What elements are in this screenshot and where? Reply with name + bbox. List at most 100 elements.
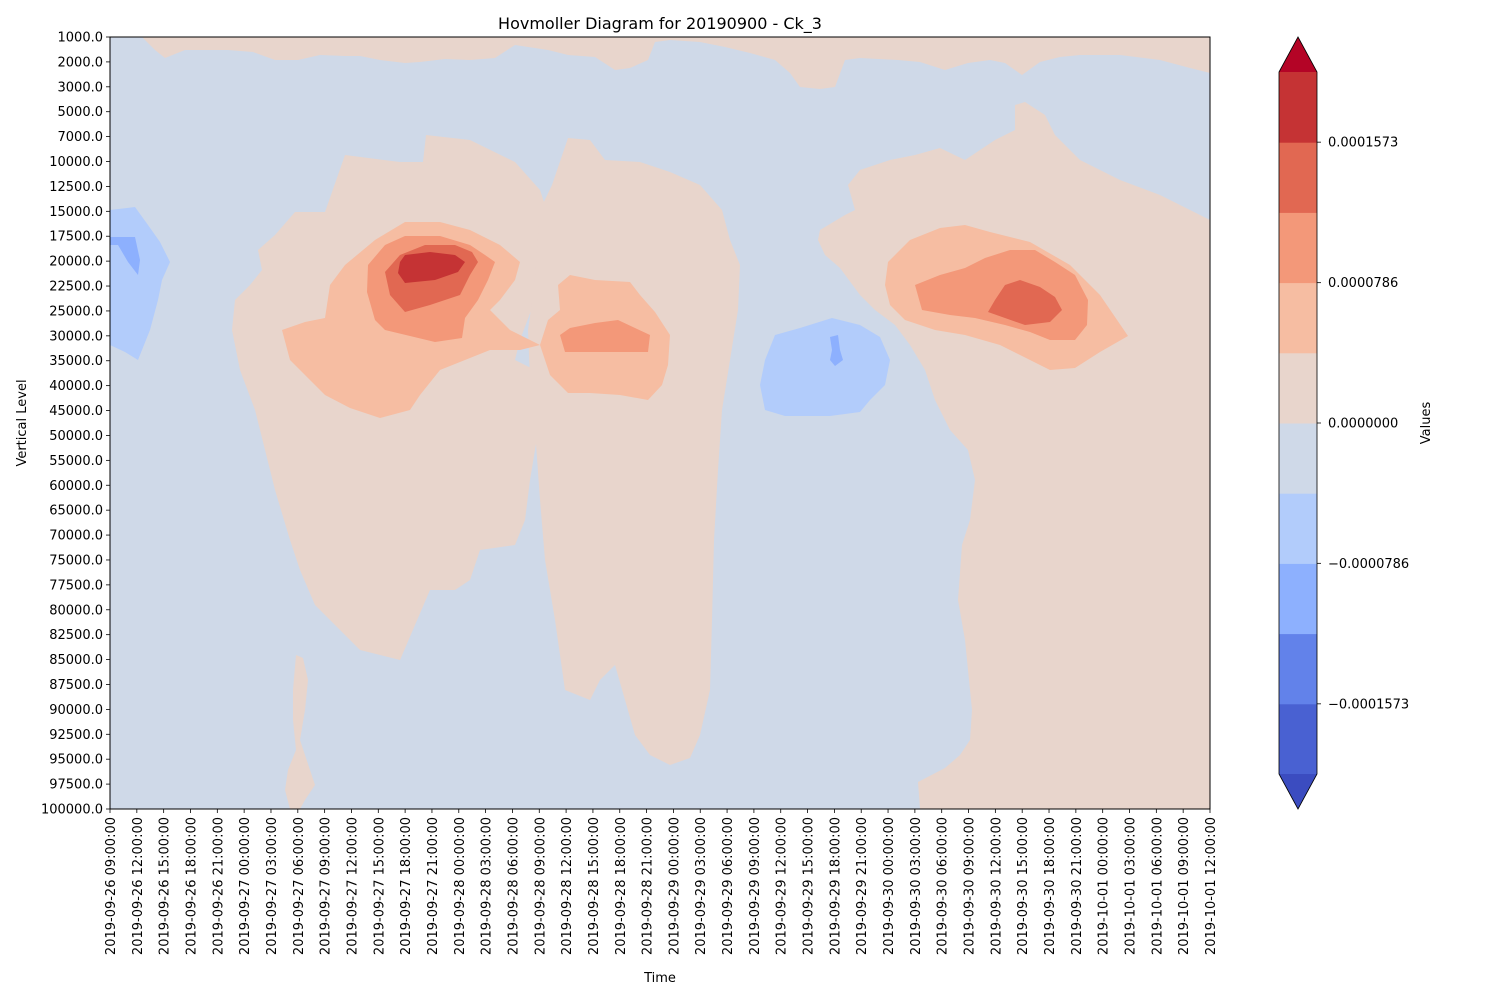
x-tick-label: 2019-09-29 03:00:00	[694, 817, 709, 955]
y-tick-label: 100000.0	[41, 803, 103, 818]
colorbar-extend-max	[1279, 37, 1317, 72]
y-tick-label: 95000.0	[49, 753, 103, 768]
colorbar-segment	[1279, 72, 1317, 143]
colorbar-segments	[1279, 72, 1317, 775]
y-tick-label: 2000.0	[58, 55, 104, 70]
x-tick-label: 2019-09-28 03:00:00	[480, 817, 495, 955]
y-axis-label: Vertical Level	[15, 379, 30, 466]
x-tick-label: 2019-09-26 21:00:00	[211, 817, 226, 955]
x-axis-label: Time	[643, 971, 676, 986]
x-tick-label: 2019-09-27 15:00:00	[372, 817, 387, 955]
x-tick-label: 2019-09-28 21:00:00	[641, 817, 656, 955]
y-tick-label: 65000.0	[49, 504, 103, 519]
x-axis-ticks: 2019-09-26 09:00:00 2019-09-26 12:00:00 20…	[104, 809, 1219, 955]
y-tick-label: 3000.0	[58, 80, 104, 95]
x-tick-label: 2019-09-29 12:00:00	[775, 817, 790, 955]
contour-positive-top-strip	[142, 37, 1210, 89]
x-tick-label: 2019-09-29 06:00:00	[721, 817, 736, 955]
x-tick-label: 2019-09-29 15:00:00	[802, 817, 817, 955]
x-tick-label: 2019-09-27 03:00:00	[265, 817, 280, 955]
x-tick-label: 2019-10-01 12:00:00	[1204, 817, 1219, 955]
y-tick-label: 70000.0	[49, 529, 103, 544]
y-tick-label: 60000.0	[49, 479, 103, 494]
x-tick-label: 2019-09-27 06:00:00	[292, 817, 307, 955]
x-tick-label: 2019-09-27 12:00:00	[345, 817, 360, 955]
contour-negative-blob-day3	[760, 318, 890, 416]
x-tick-label: 2019-09-30 03:00:00	[909, 817, 924, 955]
colorbar-segment	[1279, 352, 1317, 424]
contour-level-4-day4	[988, 280, 1062, 325]
x-tick-label: 2019-09-30 09:00:00	[963, 817, 978, 955]
x-tick-label: 2019-09-27 18:00:00	[399, 817, 414, 955]
y-tick-label: 90000.0	[49, 703, 103, 718]
contour-level-5-day1	[398, 252, 465, 283]
x-tick-label: 2019-09-29 18:00:00	[828, 817, 843, 955]
x-tick-label: 2019-09-28 09:00:00	[533, 817, 548, 955]
contour-negative-left-core	[110, 237, 140, 275]
y-tick-label: 25000.0	[49, 304, 103, 319]
x-tick-label: 2019-09-26 15:00:00	[158, 817, 173, 955]
colorbar-tick-label: −0.0001573	[1328, 697, 1409, 712]
colorbar-tick-label: 0.0000000	[1328, 417, 1398, 432]
y-tick-label: 12500.0	[49, 180, 103, 195]
x-tick-label: 2019-10-01 09:00:00	[1177, 817, 1192, 955]
x-tick-label: 2019-09-27 09:00:00	[319, 817, 334, 955]
y-tick-label: 10000.0	[49, 155, 103, 170]
x-tick-label: 2019-09-28 18:00:00	[614, 817, 629, 955]
x-tick-label: 2019-09-30 21:00:00	[1070, 817, 1085, 955]
x-tick-label: 2019-09-28 12:00:00	[560, 817, 575, 955]
x-tick-label: 2019-09-30 00:00:00	[882, 817, 897, 955]
colorbar-tick-label: −0.0000786	[1328, 557, 1409, 572]
x-tick-label: 2019-10-01 03:00:00	[1124, 817, 1139, 955]
x-tick-label: 2019-09-29 00:00:00	[667, 817, 682, 955]
colorbar: 0.0001573 0.0000786 0.0000000 −0.0000786 −0.…	[1278, 36, 1434, 810]
x-tick-label: 2019-10-01 06:00:00	[1150, 817, 1165, 955]
contour-positive-sliver	[285, 655, 315, 809]
colorbar-segment	[1279, 563, 1317, 635]
y-tick-label: 55000.0	[49, 454, 103, 469]
x-tick-label: 2019-09-30 15:00:00	[1016, 817, 1031, 955]
y-tick-label: 40000.0	[49, 379, 103, 394]
x-tick-label: 2019-09-30 18:00:00	[1043, 817, 1058, 955]
y-tick-label: 1000.0	[58, 31, 104, 46]
y-tick-label: 35000.0	[49, 354, 103, 369]
plot-area: 1000.0 2000.0 3000.0 5000.0 7000.0 10000.0 125…	[41, 31, 1219, 956]
x-tick-label: 2019-09-27 00:00:00	[238, 817, 253, 955]
y-tick-label: 82500.0	[49, 628, 103, 643]
y-tick-label: 20000.0	[49, 255, 103, 270]
y-tick-label: 50000.0	[49, 429, 103, 444]
y-tick-label: 30000.0	[49, 329, 103, 344]
colorbar-extend-min	[1279, 774, 1317, 809]
colorbar-segment	[1279, 633, 1317, 705]
y-tick-label: 92500.0	[49, 728, 103, 743]
y-tick-label: 45000.0	[49, 404, 103, 419]
y-tick-label: 5000.0	[58, 105, 104, 120]
colorbar-tick-label: 0.0001573	[1328, 136, 1398, 151]
y-tick-label: 15000.0	[49, 205, 103, 220]
y-tick-label: 85000.0	[49, 653, 103, 668]
y-axis-ticks: 1000.0 2000.0 3000.0 5000.0 7000.0 10000.0 125…	[41, 31, 110, 818]
colorbar-ticks: 0.0001573 0.0000786 0.0000000 −0.0000786 −0.…	[1317, 136, 1409, 712]
chart-title: Hovmoller Diagram for 20190900 - Ck_3	[498, 14, 822, 34]
y-tick-label: 22500.0	[49, 280, 103, 295]
y-tick-label: 17500.0	[49, 230, 103, 245]
colorbar-tick-label: 0.0000786	[1328, 276, 1398, 291]
colorbar-segment	[1279, 212, 1317, 284]
x-tick-label: 2019-09-29 09:00:00	[748, 817, 763, 955]
x-tick-label: 2019-09-30 06:00:00	[936, 817, 951, 955]
colorbar-outline	[1278, 36, 1318, 810]
x-tick-label: 2019-09-27 21:00:00	[426, 817, 441, 955]
x-tick-label: 2019-09-28 00:00:00	[453, 817, 468, 955]
x-tick-label: 2019-09-29 21:00:00	[855, 817, 870, 955]
x-tick-label: 2019-09-28 06:00:00	[506, 817, 521, 955]
colorbar-segment	[1279, 423, 1317, 494]
x-tick-label: 2019-09-26 12:00:00	[131, 817, 146, 955]
plot-frame	[109, 36, 1211, 810]
colorbar-segment	[1279, 703, 1317, 775]
y-tick-label: 97500.0	[49, 778, 103, 793]
y-tick-label: 80000.0	[49, 603, 103, 618]
x-tick-label: 2019-09-30 12:00:00	[989, 817, 1004, 955]
contour-negative-core-day3	[830, 335, 843, 366]
colorbar-segment	[1279, 493, 1317, 564]
